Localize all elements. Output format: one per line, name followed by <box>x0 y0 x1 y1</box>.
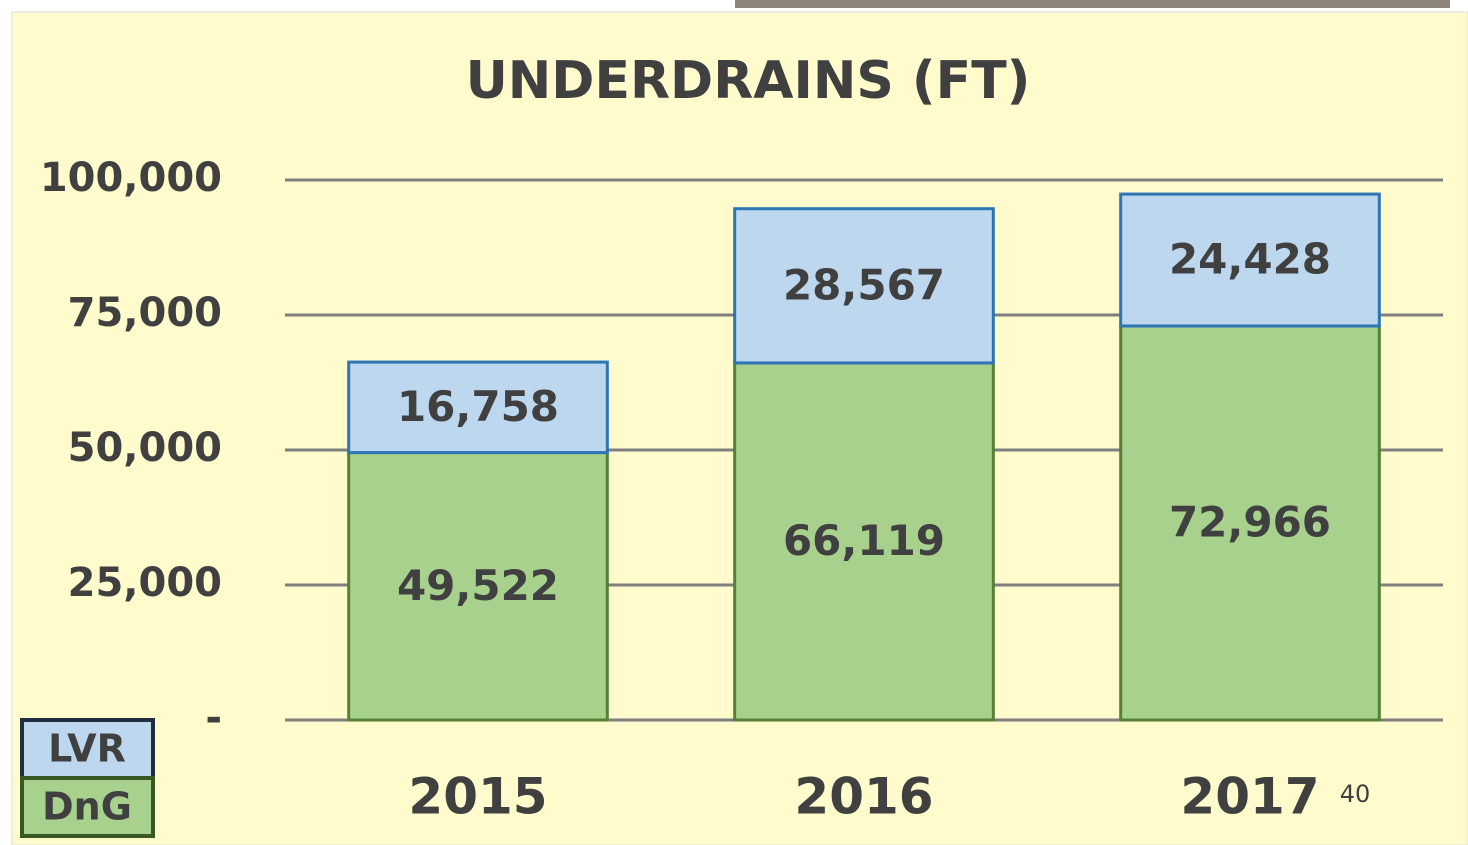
photo-strip <box>735 0 1450 8</box>
chart-title: UNDERDRAINS (FT) <box>466 51 1031 111</box>
data-label: 49,522 <box>397 561 559 610</box>
data-label: 66,119 <box>783 516 945 565</box>
y-tick-label: 75,000 <box>68 290 222 336</box>
legend-label: DnG <box>42 785 132 829</box>
y-tick-label: - <box>205 695 222 741</box>
data-label: 28,567 <box>783 260 945 309</box>
data-label: 72,966 <box>1169 497 1331 546</box>
legend-label: LVR <box>48 727 126 771</box>
x-tick-label: 2017 <box>1180 768 1319 826</box>
x-tick-label: 2016 <box>794 768 933 826</box>
y-tick-label: 25,000 <box>68 560 222 606</box>
page-number: 40 <box>1340 780 1371 808</box>
data-label: 24,428 <box>1169 235 1331 284</box>
data-label: 16,758 <box>397 382 559 431</box>
y-tick-label: 50,000 <box>68 425 222 471</box>
x-tick-label: 2015 <box>408 768 547 826</box>
y-tick-label: 100,000 <box>40 155 222 201</box>
chart: UNDERDRAINS (FT) 40 - 25,000 50,000 75,000 1… <box>0 0 1468 845</box>
